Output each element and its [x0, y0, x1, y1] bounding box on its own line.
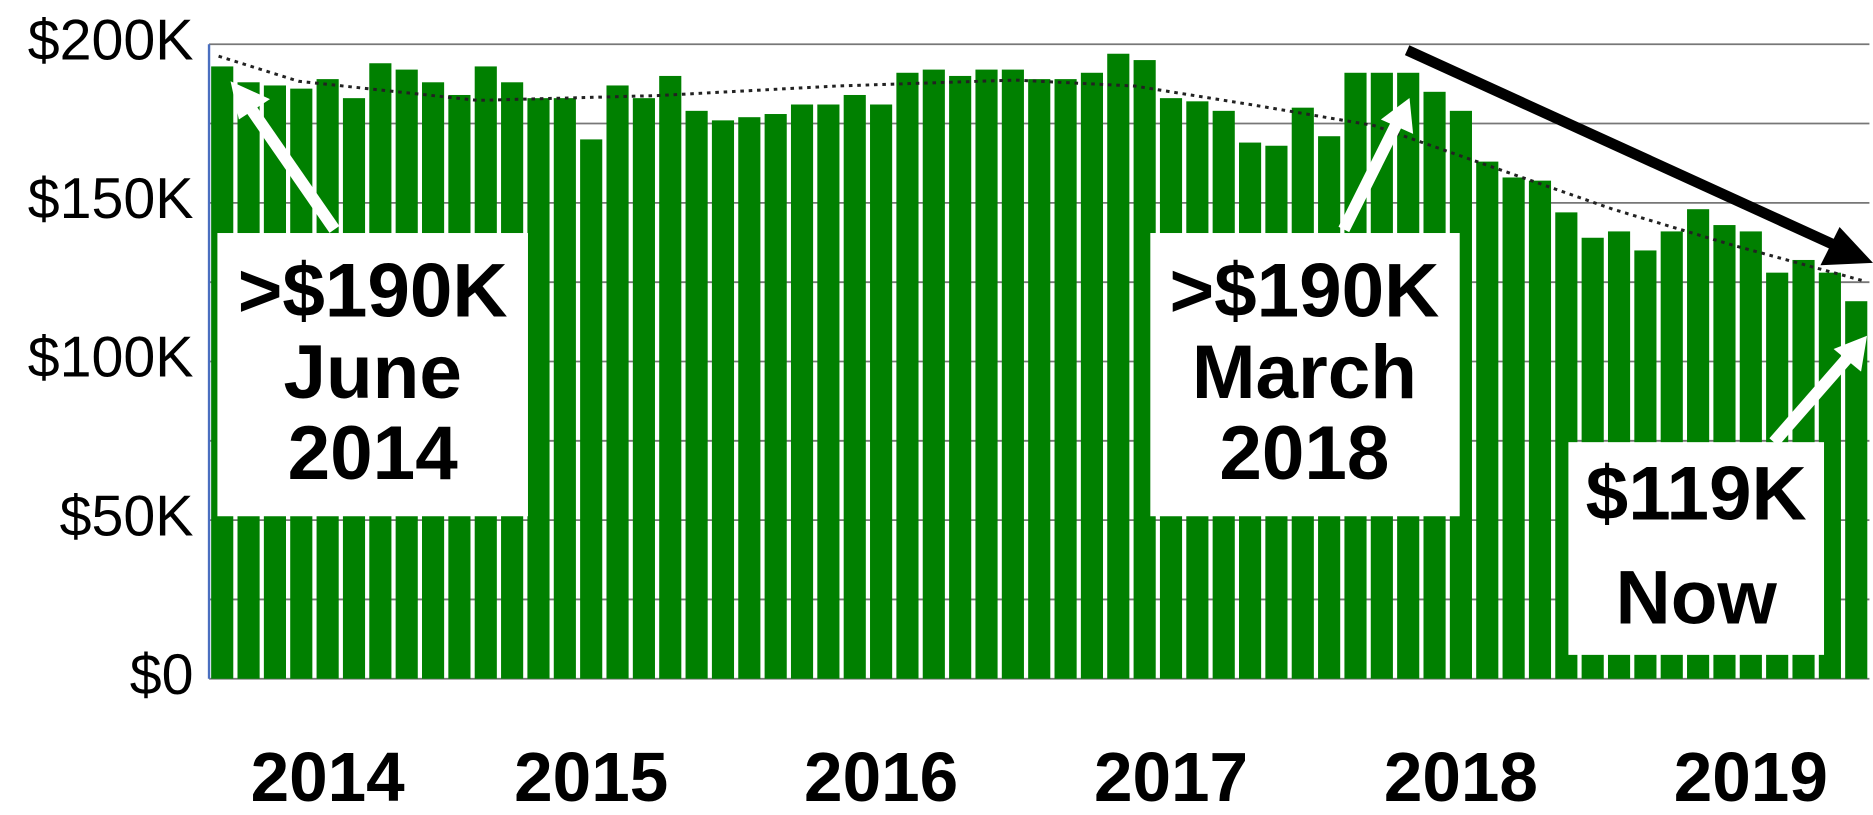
bar: [738, 117, 761, 679]
bar: [659, 75, 682, 679]
bar: [975, 69, 998, 679]
annotation-box: [1150, 233, 1460, 517]
annotation-text: March: [1192, 330, 1417, 415]
bar: [922, 69, 945, 679]
bar: [685, 110, 708, 679]
annotation-text: Now: [1616, 556, 1778, 641]
bar: [1107, 53, 1130, 679]
annotation-text: June: [283, 330, 461, 415]
bar: [632, 98, 655, 679]
bar: [527, 98, 550, 679]
annotation-text: 2018: [1219, 411, 1389, 496]
annotation-box: [1568, 442, 1825, 655]
x-tick-label: 2018: [1384, 738, 1538, 815]
x-tick-label: 2016: [804, 738, 958, 815]
bar: [1080, 72, 1104, 679]
bar: [1502, 177, 1525, 679]
bar: [1133, 60, 1156, 679]
bar: [1001, 69, 1024, 679]
y-tick-label: $50K: [60, 484, 194, 548]
bar: [790, 104, 814, 679]
annotation-text: 2014: [288, 411, 459, 496]
y-tick-label: $0: [130, 643, 194, 707]
bar: [1028, 79, 1051, 679]
x-tick-label: 2014: [251, 738, 406, 815]
y-tick-label: $200K: [28, 8, 194, 72]
bar: [1528, 180, 1552, 679]
annotation-text: $119K: [1586, 452, 1807, 537]
bar: [580, 139, 603, 679]
x-tick-label: 2015: [514, 738, 668, 815]
x-tick-label: 2017: [1094, 738, 1248, 815]
trend-line: [218, 54, 1864, 283]
black-arrow: [1404, 45, 1873, 266]
bar: [1845, 301, 1868, 679]
bar: [553, 98, 576, 679]
y-tick-label: $100K: [28, 326, 194, 390]
bar: [843, 94, 866, 679]
bar: [896, 72, 919, 679]
bar: [764, 114, 787, 679]
annotation-text: >$190K: [238, 249, 508, 334]
white-arrows: [230, 81, 1868, 447]
bar: [1054, 79, 1077, 679]
annotation-text: >$190K: [1169, 249, 1439, 334]
bar: [606, 85, 629, 679]
annotation-box: [217, 233, 528, 517]
bar: [949, 75, 972, 679]
bar: [870, 104, 893, 679]
bar: [817, 104, 840, 679]
x-tick-label: 2019: [1674, 738, 1828, 815]
bar: [711, 120, 735, 679]
y-tick-label: $150K: [28, 167, 194, 231]
bar: [1476, 161, 1499, 679]
